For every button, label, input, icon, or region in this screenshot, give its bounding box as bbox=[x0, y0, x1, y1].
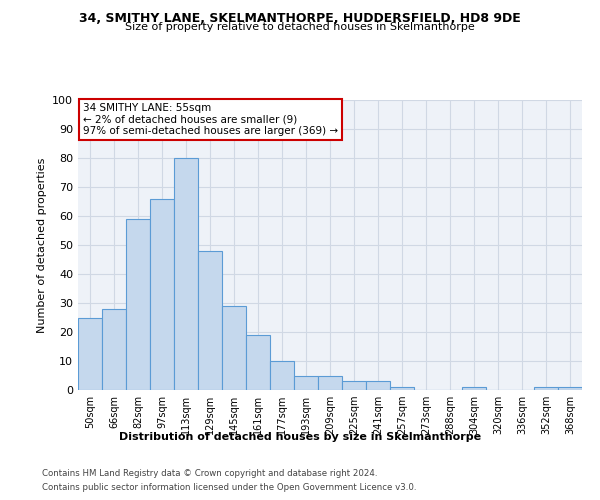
Text: Contains public sector information licensed under the Open Government Licence v3: Contains public sector information licen… bbox=[42, 484, 416, 492]
Bar bbox=[78, 318, 102, 390]
Bar bbox=[150, 198, 174, 390]
Bar bbox=[534, 387, 558, 390]
Bar bbox=[318, 376, 342, 390]
Bar bbox=[270, 361, 294, 390]
Bar bbox=[294, 376, 318, 390]
Text: Size of property relative to detached houses in Skelmanthorpe: Size of property relative to detached ho… bbox=[125, 22, 475, 32]
Y-axis label: Number of detached properties: Number of detached properties bbox=[37, 158, 47, 332]
Bar bbox=[126, 219, 150, 390]
Bar bbox=[462, 387, 486, 390]
Text: 34 SMITHY LANE: 55sqm
← 2% of detached houses are smaller (9)
97% of semi-detach: 34 SMITHY LANE: 55sqm ← 2% of detached h… bbox=[83, 103, 338, 136]
Bar bbox=[390, 387, 414, 390]
Bar bbox=[558, 387, 582, 390]
Text: Contains HM Land Registry data © Crown copyright and database right 2024.: Contains HM Land Registry data © Crown c… bbox=[42, 468, 377, 477]
Bar bbox=[198, 251, 222, 390]
Text: 34, SMITHY LANE, SKELMANTHORPE, HUDDERSFIELD, HD8 9DE: 34, SMITHY LANE, SKELMANTHORPE, HUDDERSF… bbox=[79, 12, 521, 26]
Bar bbox=[222, 306, 246, 390]
Text: Distribution of detached houses by size in Skelmanthorpe: Distribution of detached houses by size … bbox=[119, 432, 481, 442]
Bar bbox=[102, 309, 126, 390]
Bar bbox=[174, 158, 198, 390]
Bar bbox=[366, 382, 390, 390]
Bar bbox=[342, 382, 366, 390]
Bar bbox=[246, 335, 270, 390]
